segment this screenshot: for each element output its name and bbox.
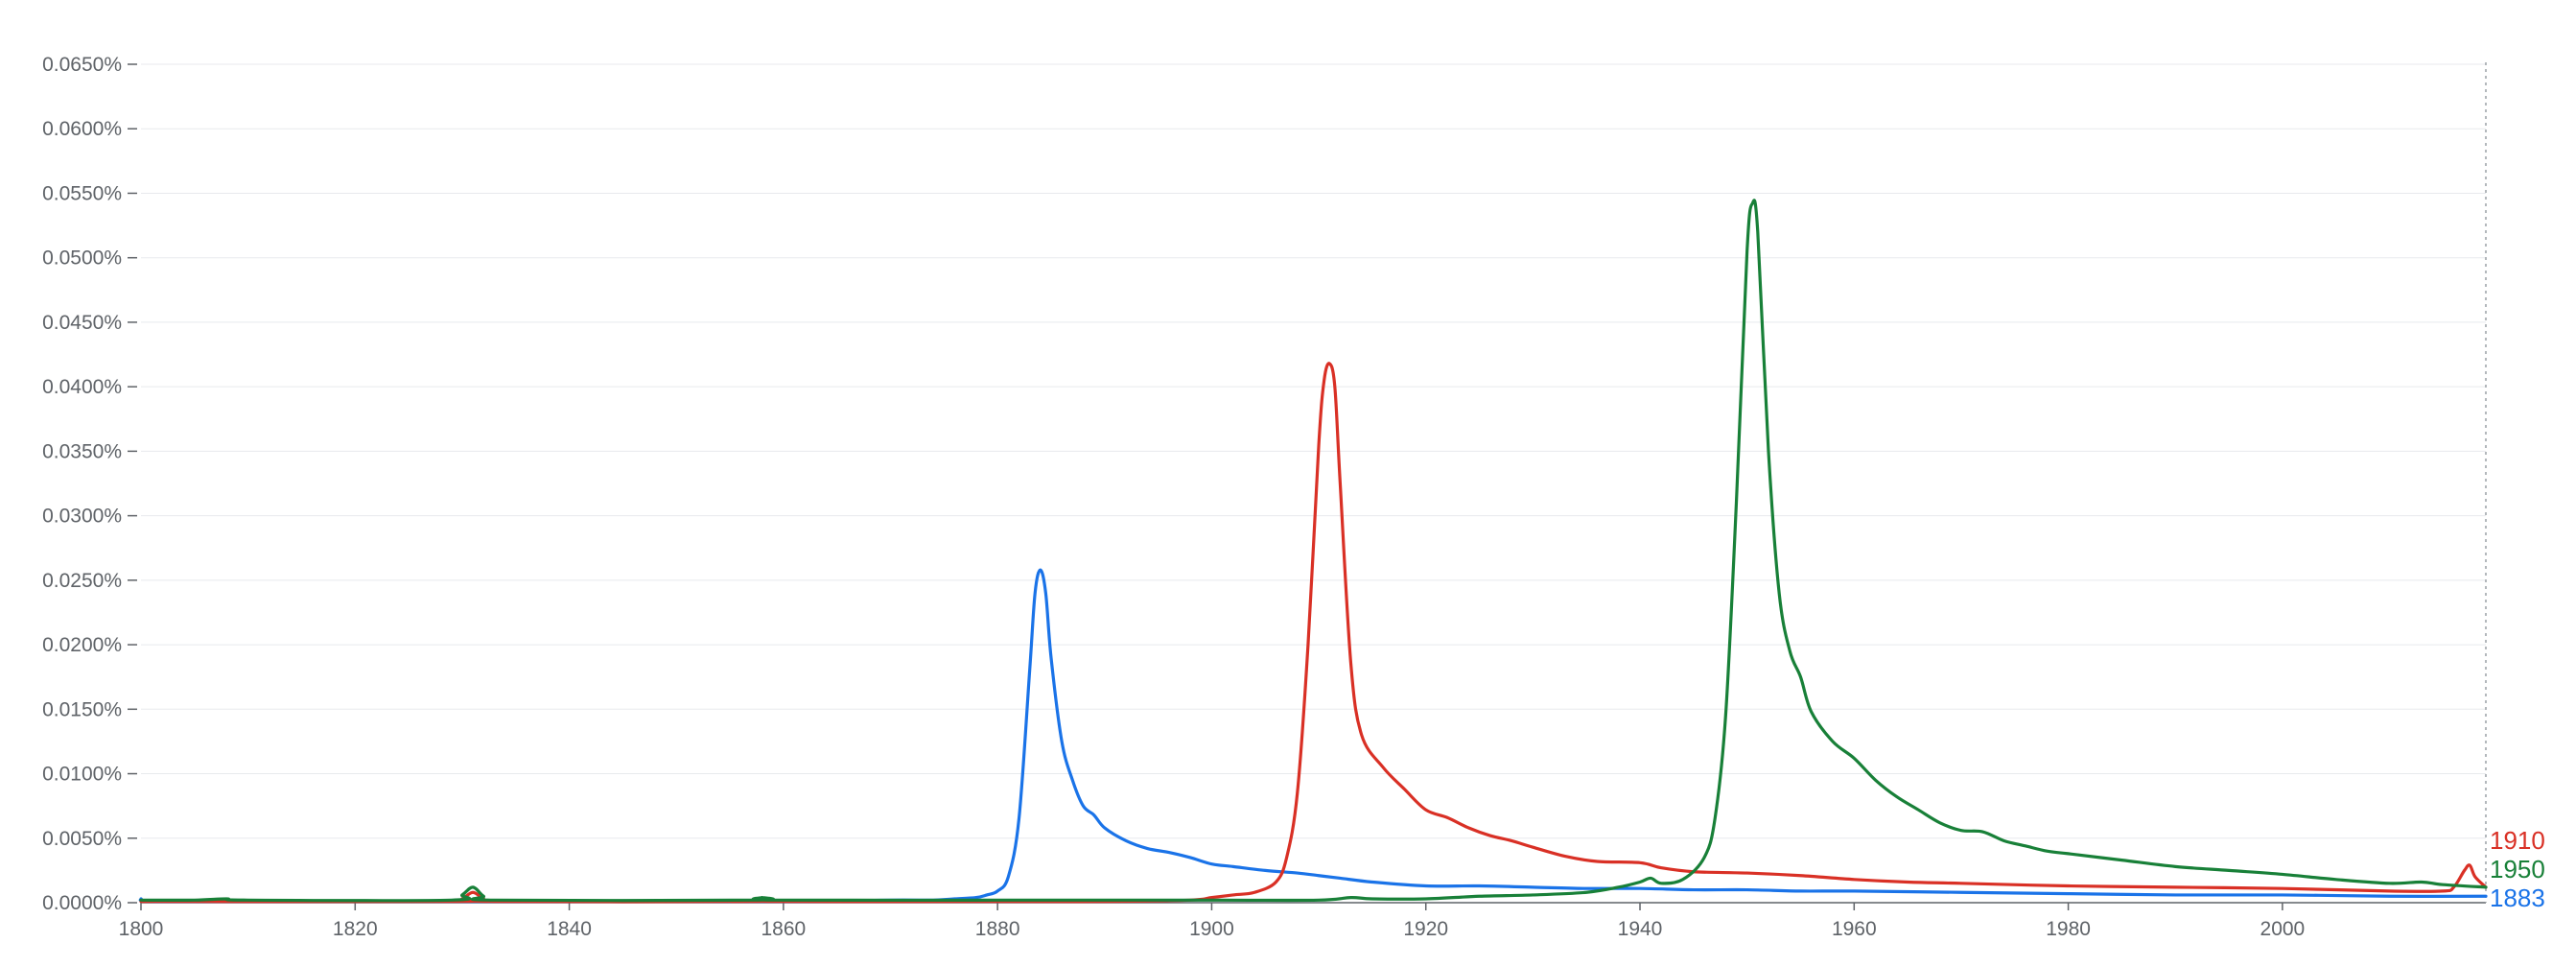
y-tick-label: 0.0550%: [42, 182, 122, 204]
y-tick-label: 0.0500%: [42, 247, 122, 270]
y-tick-label: 0.0000%: [42, 892, 122, 914]
series-line-1950[interactable]: [139, 199, 2488, 903]
y-tick-label: 0.0600%: [42, 118, 122, 140]
y-tick-label: 0.0400%: [42, 376, 122, 398]
y-tick-label: 0.0100%: [42, 764, 122, 786]
y-tick-label: 0.0250%: [42, 570, 122, 592]
series-line-1910[interactable]: [139, 362, 2488, 904]
x-tick-label: 2000: [2260, 918, 2306, 940]
x-tick-label: 1880: [975, 918, 1020, 940]
grid-layer: [141, 63, 2486, 839]
x-axis: 1800 1820 1840 1860 1880 1900 1920 1940 1960 1980…: [119, 902, 2486, 940]
y-tick-label: 0.0350%: [42, 440, 122, 462]
x-tick-label: 1980: [2046, 918, 2091, 940]
series-layer: [138, 199, 2488, 904]
x-tick-label: 1960: [1832, 918, 1877, 940]
y-tick-label: 0.0650%: [42, 54, 122, 76]
x-tick-label: 1820: [333, 918, 378, 940]
x-tick-label: 1900: [1189, 918, 1234, 940]
series-label-1910: 1910: [2490, 826, 2545, 855]
x-tick-label: 1940: [1618, 918, 1663, 940]
y-tick-label: 0.0150%: [42, 698, 122, 720]
series-label-1883: 1883: [2490, 884, 2545, 912]
x-tick-label: 1920: [1403, 918, 1448, 940]
x-tick-label: 1860: [761, 918, 807, 940]
y-tick-label: 0.0450%: [42, 312, 122, 334]
series-line-1883[interactable]: [138, 568, 2488, 904]
x-tick-label: 1840: [547, 918, 592, 940]
series-label-1950: 1950: [2490, 855, 2545, 884]
y-axis: 0.0000% 0.0050% 0.0100% 0.0150% 0.0200% 0.025…: [42, 54, 137, 914]
y-tick-label: 0.0200%: [42, 634, 122, 656]
y-tick-label: 0.0050%: [42, 828, 122, 850]
y-tick-label: 0.0300%: [42, 506, 122, 528]
x-tick-label: 1800: [119, 918, 164, 940]
